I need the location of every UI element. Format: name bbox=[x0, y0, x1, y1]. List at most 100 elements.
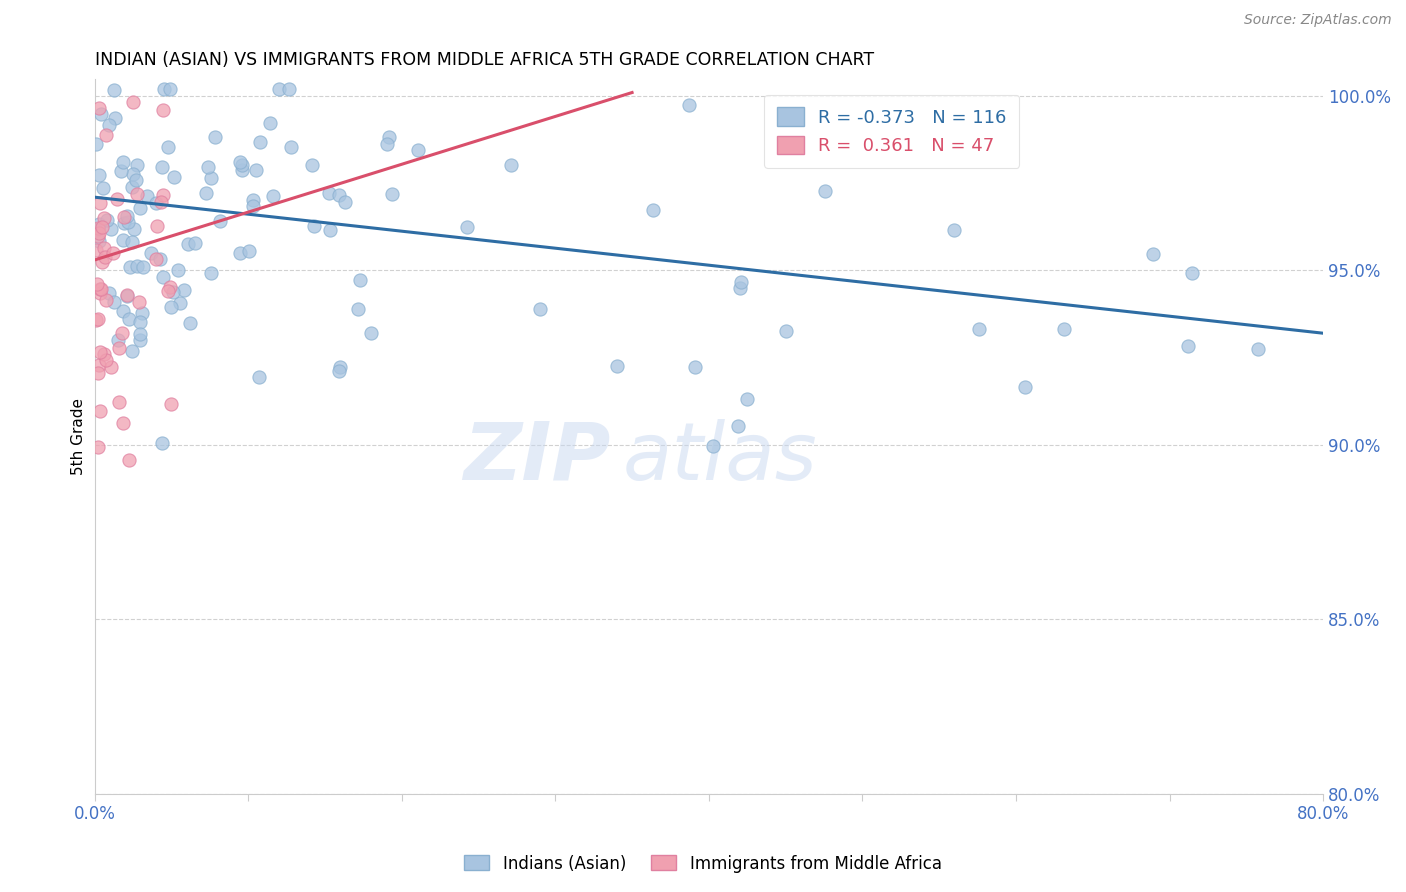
Point bbox=[117, 215, 139, 229]
Point bbox=[529, 301, 551, 316]
Point bbox=[121, 95, 143, 110]
Point bbox=[278, 82, 301, 96]
Point bbox=[146, 219, 169, 234]
Point bbox=[87, 168, 110, 182]
Point bbox=[93, 241, 115, 255]
Point bbox=[93, 251, 115, 265]
Point bbox=[107, 334, 129, 348]
Point bbox=[259, 116, 281, 130]
Point bbox=[132, 260, 155, 275]
Point bbox=[145, 195, 167, 210]
Point bbox=[204, 129, 226, 144]
Point bbox=[117, 209, 139, 223]
Point bbox=[129, 315, 152, 329]
Text: Source: ZipAtlas.com: Source: ZipAtlas.com bbox=[1244, 13, 1392, 28]
Legend: Indians (Asian), Immigrants from Middle Africa: Indians (Asian), Immigrants from Middle … bbox=[458, 848, 948, 880]
Point bbox=[200, 266, 222, 280]
Point bbox=[197, 160, 219, 174]
Point bbox=[93, 347, 115, 361]
Point bbox=[117, 289, 139, 303]
Point bbox=[967, 322, 990, 336]
Point bbox=[173, 283, 195, 297]
Point bbox=[87, 441, 110, 455]
Point bbox=[90, 219, 112, 234]
Point bbox=[775, 324, 797, 338]
Point bbox=[124, 222, 146, 236]
Point bbox=[86, 229, 108, 244]
Point bbox=[118, 311, 141, 326]
Point bbox=[98, 286, 121, 301]
Point bbox=[104, 112, 127, 126]
Point bbox=[730, 275, 752, 289]
Point bbox=[328, 187, 350, 202]
Point bbox=[97, 118, 120, 132]
Point bbox=[94, 128, 117, 143]
Point bbox=[406, 143, 429, 157]
Point bbox=[319, 223, 342, 237]
Point bbox=[149, 194, 172, 209]
Point bbox=[499, 158, 522, 172]
Point bbox=[121, 180, 143, 194]
Point bbox=[103, 294, 125, 309]
Text: ZIP: ZIP bbox=[463, 418, 610, 497]
Point bbox=[1181, 266, 1204, 280]
Point bbox=[118, 453, 141, 467]
Point bbox=[111, 155, 134, 169]
Point bbox=[242, 199, 264, 213]
Point bbox=[90, 282, 112, 296]
Point bbox=[318, 186, 340, 200]
Point bbox=[159, 280, 181, 294]
Point bbox=[347, 301, 370, 316]
Point bbox=[156, 140, 179, 154]
Point bbox=[112, 215, 135, 229]
Point bbox=[262, 189, 284, 203]
Point bbox=[86, 366, 108, 380]
Point bbox=[93, 181, 115, 195]
Point bbox=[301, 158, 323, 172]
Point bbox=[195, 186, 218, 201]
Point bbox=[101, 246, 124, 260]
Point bbox=[302, 219, 325, 233]
Point bbox=[111, 233, 134, 247]
Y-axis label: 5th Grade: 5th Grade bbox=[72, 398, 86, 475]
Point bbox=[728, 281, 751, 295]
Point bbox=[152, 160, 174, 174]
Point bbox=[121, 344, 143, 359]
Point bbox=[105, 192, 128, 206]
Point bbox=[128, 294, 150, 309]
Point bbox=[183, 236, 205, 251]
Point bbox=[169, 296, 191, 310]
Point bbox=[238, 244, 260, 258]
Point bbox=[678, 97, 700, 112]
Point bbox=[145, 252, 167, 266]
Point bbox=[329, 359, 352, 374]
Point bbox=[160, 301, 183, 315]
Point bbox=[115, 287, 138, 301]
Point bbox=[176, 236, 198, 251]
Point bbox=[360, 326, 382, 340]
Point bbox=[139, 246, 162, 260]
Point bbox=[107, 341, 129, 355]
Point bbox=[112, 210, 135, 224]
Point bbox=[86, 311, 108, 326]
Point bbox=[727, 418, 749, 433]
Point bbox=[135, 189, 157, 203]
Point bbox=[122, 167, 145, 181]
Point bbox=[159, 82, 181, 96]
Point bbox=[89, 107, 111, 121]
Point bbox=[166, 262, 188, 277]
Point bbox=[93, 211, 115, 226]
Point bbox=[247, 369, 270, 384]
Point bbox=[87, 226, 110, 240]
Point bbox=[375, 137, 398, 152]
Text: INDIAN (ASIAN) VS IMMIGRANTS FROM MIDDLE AFRICA 5TH GRADE CORRELATION CHART: INDIAN (ASIAN) VS IMMIGRANTS FROM MIDDLE… bbox=[94, 51, 873, 69]
Point bbox=[89, 345, 111, 359]
Point bbox=[86, 221, 108, 235]
Point bbox=[200, 171, 222, 186]
Point bbox=[159, 397, 181, 411]
Point bbox=[152, 269, 174, 284]
Point bbox=[1177, 339, 1199, 353]
Point bbox=[100, 222, 122, 236]
Point bbox=[127, 158, 149, 172]
Point bbox=[1142, 247, 1164, 261]
